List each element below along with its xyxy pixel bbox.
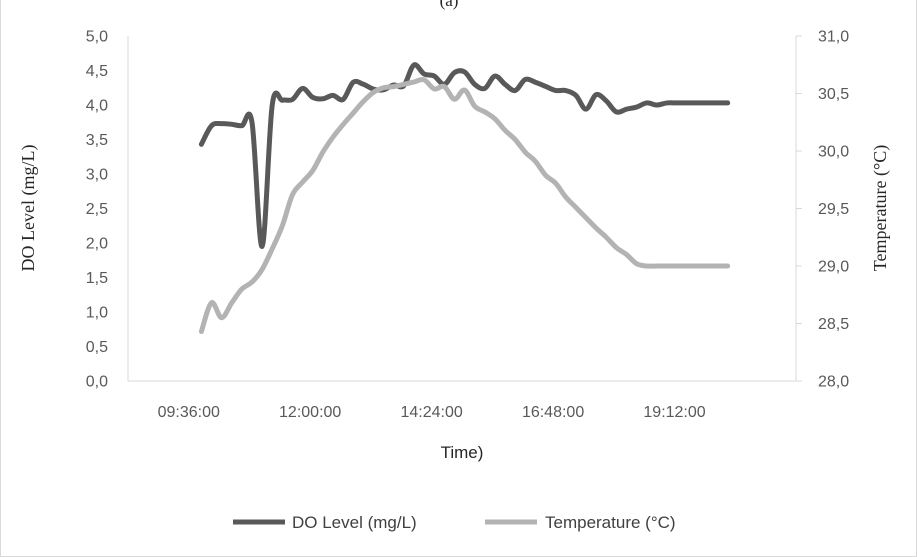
x-tick-label: 14:24:00	[400, 404, 462, 421]
y-right-tick-label: 28,5	[818, 316, 849, 333]
y-right-tick-labels: 28,0 28,5 29,0 29,5 30,0 30,5 31,0	[818, 29, 849, 391]
y-left-tick-label: 3,0	[86, 167, 108, 184]
y-left-tick-label: 1,0	[86, 305, 108, 322]
y-left-tick-label: 2,5	[86, 201, 108, 218]
y-right-tick-label: 29,0	[818, 259, 849, 276]
y-axis-left-title: DO Level (mg/L)	[18, 145, 39, 272]
y-left-tick-label: 2,0	[86, 236, 108, 253]
y-right-tick-label: 30,0	[818, 144, 849, 161]
tick-marks	[796, 35, 802, 382]
y-left-tick-label: 3,5	[86, 132, 108, 149]
y-axis-right-title: Temperature (°C)	[870, 145, 891, 271]
y-left-tick-label: 0,0	[86, 374, 108, 391]
series-lines	[198, 62, 731, 335]
x-tick-labels: 09:36:00 12:00:00 14:24:00 16:48:00 19:12:00	[158, 404, 706, 421]
y-left-tick-label: 1,5	[86, 270, 108, 287]
y-left-tick-label: 5,0	[86, 29, 108, 46]
y-left-tick-label: 4,5	[86, 63, 108, 80]
x-tick-label: 09:36:00	[158, 404, 220, 421]
y-left-tick-label: 4,0	[86, 98, 108, 115]
y-right-tick-label: 31,0	[818, 29, 849, 46]
x-tick-label: 19:12:00	[643, 404, 705, 421]
y-right-tick-label: 29,5	[818, 201, 849, 218]
legend-label-temperature: Temperature (°C)	[545, 513, 676, 532]
x-tick-label: 16:48:00	[522, 404, 584, 421]
y-right-tick-label: 30,5	[818, 86, 849, 103]
temperature-series-line	[198, 76, 731, 335]
y-left-tick-labels: 0,0 0,5 1,0 1,5 2,0 2,5 3,0 3,5 4,0 4,5 5,0	[86, 29, 108, 391]
do-level-series-line	[198, 62, 731, 249]
legend-label-do-level: DO Level (mg/L)	[292, 513, 417, 532]
panel-label: (a)	[440, 0, 459, 10]
y-left-tick-label: 0,5	[86, 339, 108, 356]
x-axis-title: Time)	[441, 443, 484, 462]
y-right-tick-label: 28,0	[818, 374, 849, 391]
legend: DO Level (mg/L) Temperature (°C)	[233, 513, 676, 532]
x-tick-label: 12:00:00	[279, 404, 341, 421]
